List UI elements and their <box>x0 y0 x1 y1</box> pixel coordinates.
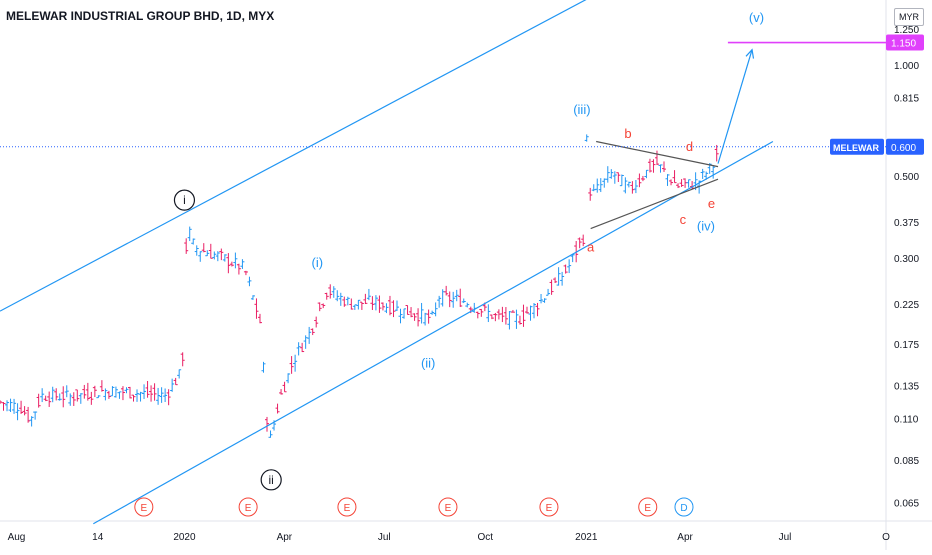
wave-label: e <box>708 196 715 211</box>
wave-label: b <box>624 126 631 141</box>
upper-channel-line <box>0 0 587 312</box>
target-price-label: 1.150 <box>891 39 916 50</box>
wave-label-circle <box>173 189 196 211</box>
x-tick-label: 2021 <box>575 532 598 543</box>
last-price-label: 0.600 <box>891 143 916 154</box>
candles-group <box>0 134 719 438</box>
wave-label: d <box>686 139 693 154</box>
y-tick-label: 0.500 <box>894 172 919 183</box>
x-tick-label: Jul <box>378 532 391 543</box>
event-marker-label: E <box>344 503 351 514</box>
y-tick-label: 0.110 <box>894 414 919 425</box>
y-tick-label: 0.135 <box>894 382 919 393</box>
event-marker-label: E <box>445 503 452 514</box>
symbol-badge-label: MELEWAR <box>833 143 879 153</box>
projection-arrow-line <box>717 49 753 164</box>
x-tick-label: O <box>882 532 890 543</box>
last-price-badge <box>886 138 924 155</box>
event-marker-circle <box>638 497 658 517</box>
y-tick-label: 0.375 <box>894 218 919 229</box>
x-tick-label: 14 <box>92 532 104 543</box>
currency-button[interactable]: MYR <box>894 8 924 26</box>
event-marker-label: E <box>546 503 553 514</box>
event-marker-label: E <box>140 503 147 514</box>
lower-channel-line <box>93 140 774 525</box>
x-tick-label: Apr <box>677 532 693 543</box>
y-tick-label: 0.300 <box>894 254 919 265</box>
event-marker-label: D <box>680 503 687 514</box>
wave-label: ii <box>269 473 274 487</box>
y-tick-label: 0.815 <box>894 94 919 105</box>
y-tick-label: 0.175 <box>894 340 919 351</box>
triangle-upper-line <box>596 140 719 168</box>
event-marker-label: E <box>644 503 651 514</box>
event-marker-circle <box>238 497 258 517</box>
chart-title: MELEWAR INDUSTRIAL GROUP BHD, 1D, MYX <box>6 9 275 23</box>
x-tick-label: Aug <box>8 532 26 543</box>
wave-label: (v) <box>749 10 764 25</box>
y-tick-label: 1.250 <box>894 25 919 36</box>
wave-label: (i) <box>312 255 324 270</box>
wave-label: (iv) <box>697 218 715 233</box>
projection-arrow-head <box>745 48 755 59</box>
x-tick-label: 2020 <box>173 532 196 543</box>
x-tick-label: Jul <box>779 532 792 543</box>
x-tick-label: Apr <box>277 532 293 543</box>
target-price-badge <box>886 34 924 51</box>
y-tick-label: 0.065 <box>894 499 919 510</box>
wave-label: (iii) <box>573 102 590 117</box>
wave-label-circle <box>260 469 282 491</box>
y-tick-label: 0.085 <box>894 456 919 467</box>
y-tick-label: 0.225 <box>894 300 919 311</box>
y-tick-label: 1.000 <box>894 61 919 72</box>
triangle-lower-line <box>590 178 719 230</box>
event-marker-circle <box>539 497 559 517</box>
event-marker-circle <box>438 497 458 517</box>
event-marker-circle <box>134 497 154 517</box>
wave-label: (ii) <box>421 356 435 371</box>
symbol-badge <box>830 138 884 155</box>
wave-label: c <box>680 212 687 227</box>
wave-label: i <box>183 193 186 207</box>
wave-label: a <box>587 239 595 254</box>
plot-background <box>0 0 886 521</box>
event-marker-circle <box>674 497 694 517</box>
event-marker-circle <box>337 497 357 517</box>
x-tick-label: Oct <box>477 532 493 543</box>
event-marker-label: E <box>245 503 252 514</box>
